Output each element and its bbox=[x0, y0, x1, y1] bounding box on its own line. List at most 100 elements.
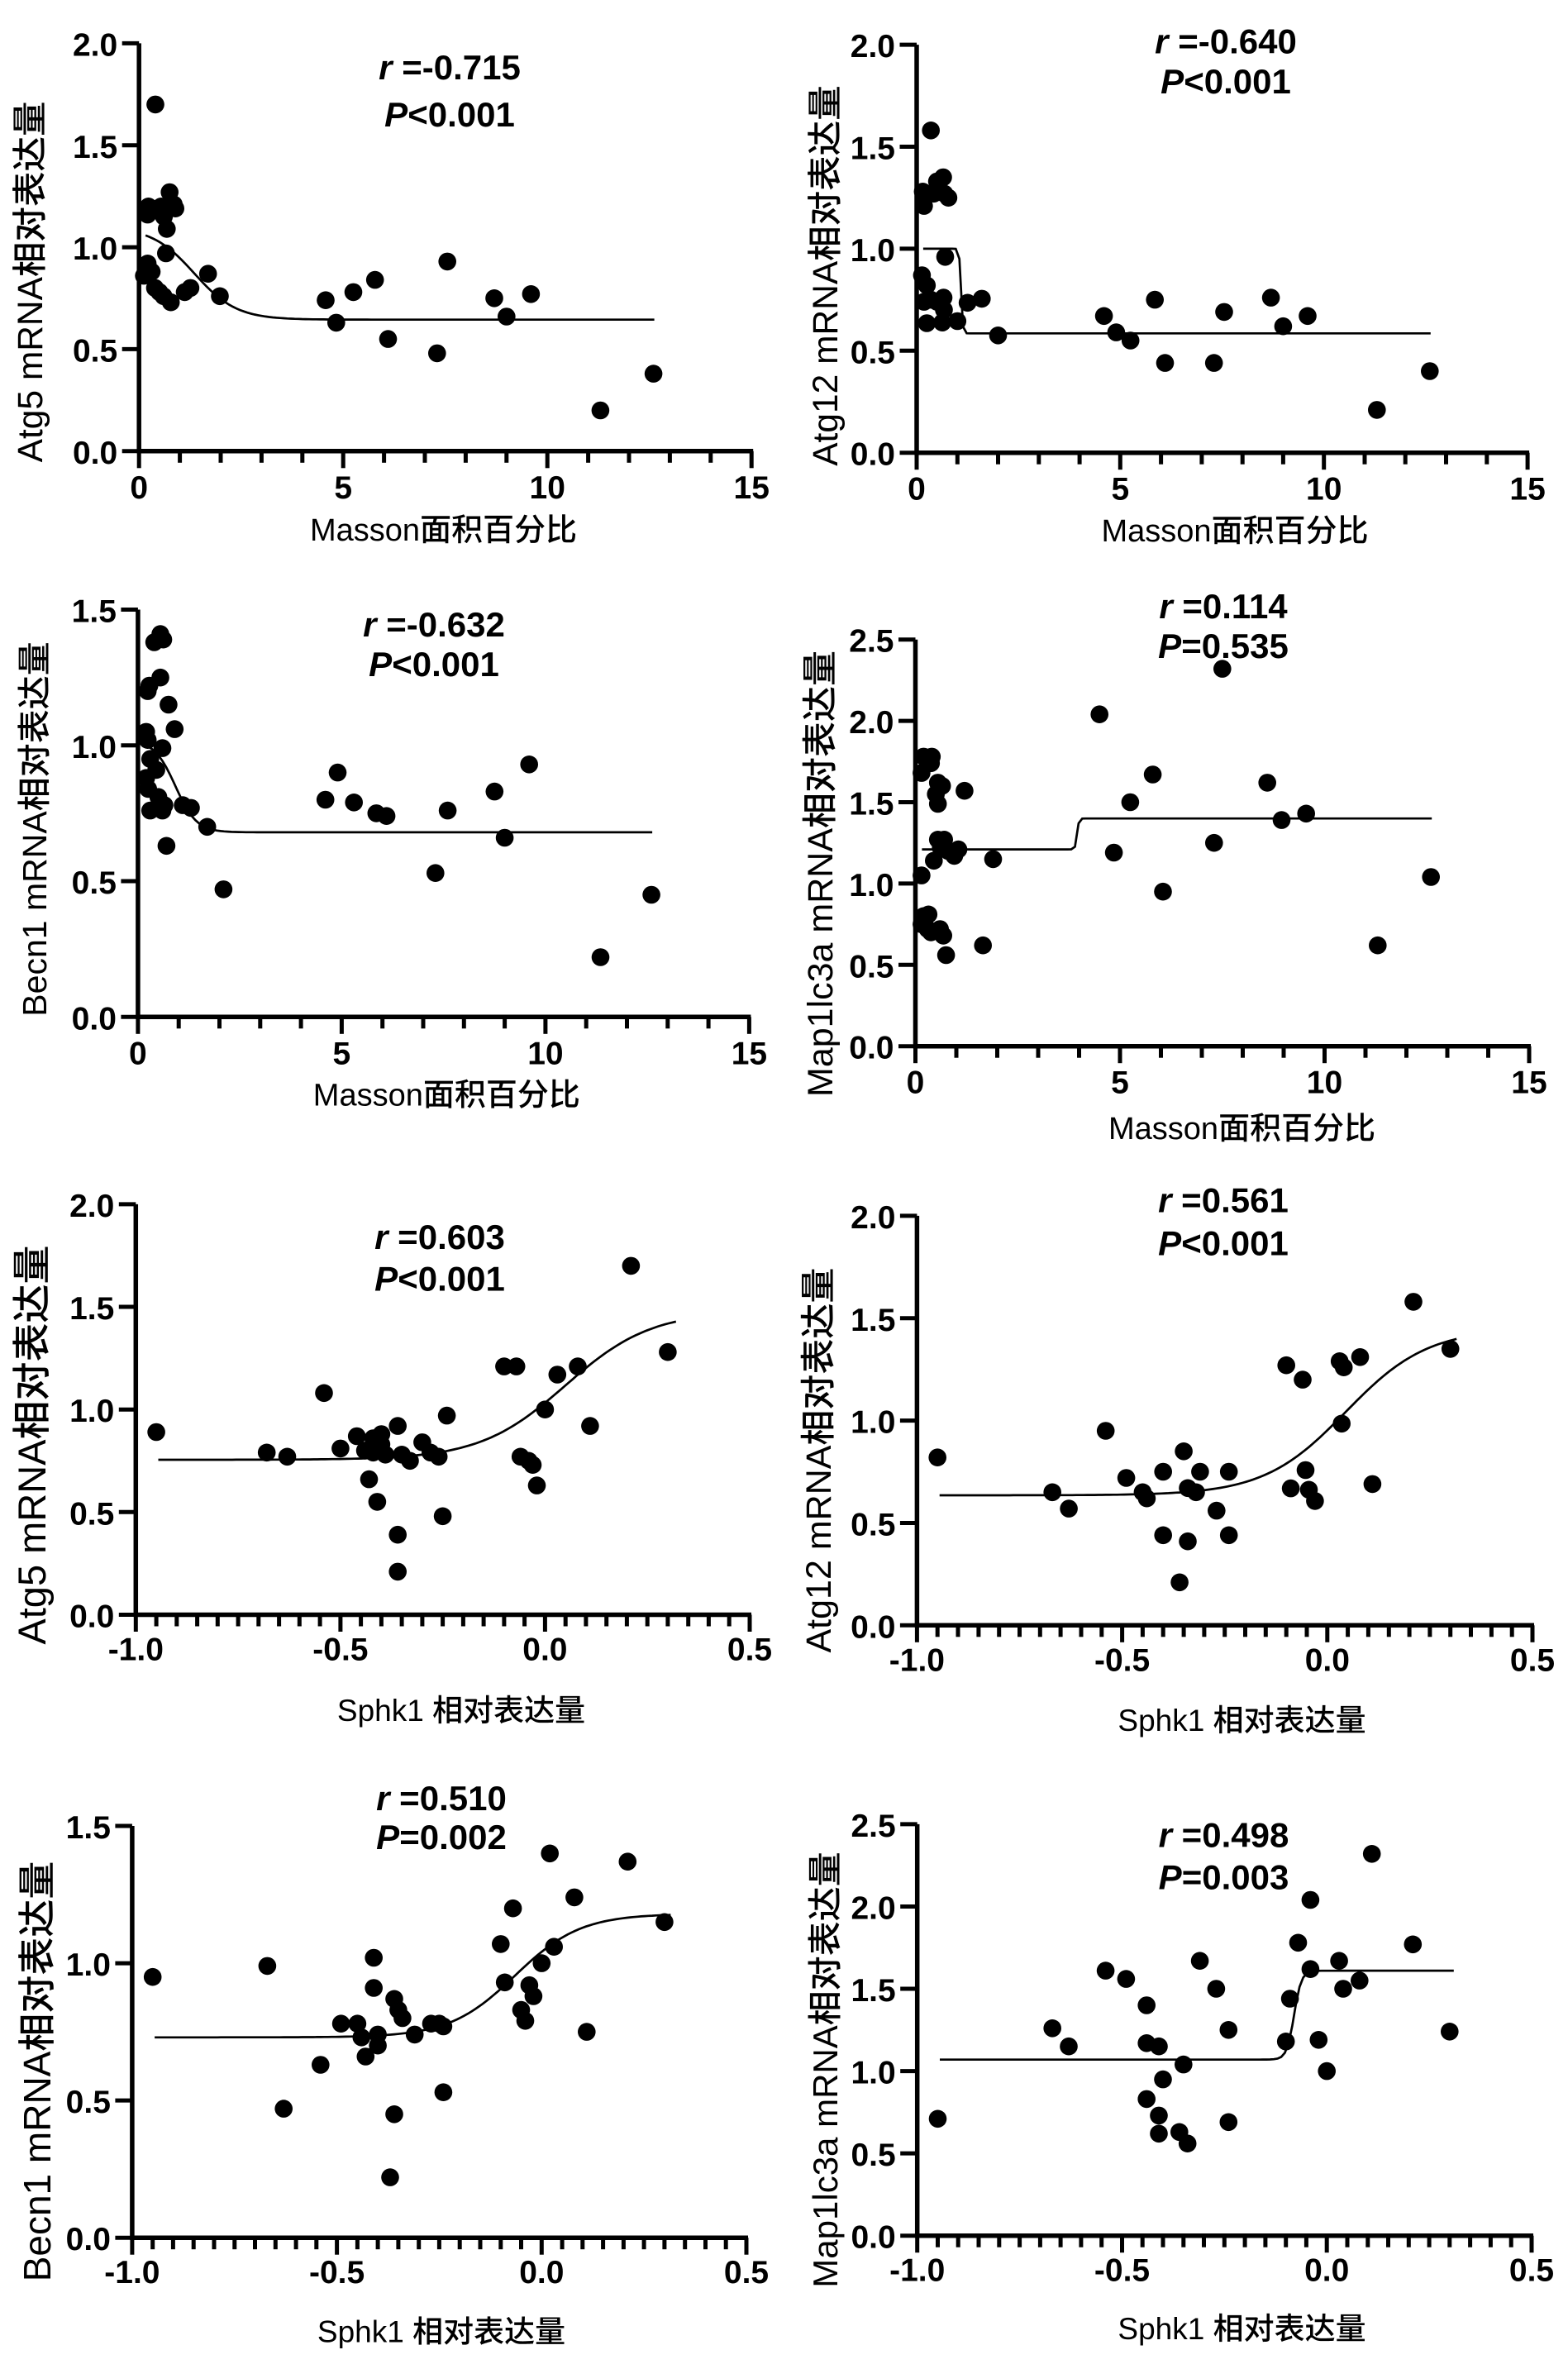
svg-text:2.5: 2.5 bbox=[849, 624, 894, 660]
svg-text:1.5: 1.5 bbox=[69, 1291, 114, 1327]
svg-text:-1.0: -1.0 bbox=[108, 1633, 164, 1668]
svg-text:Masson: Masson bbox=[310, 513, 420, 548]
svg-text:1.0: 1.0 bbox=[73, 231, 117, 267]
svg-text:0.0: 0.0 bbox=[66, 2222, 111, 2257]
svg-text:0.0: 0.0 bbox=[851, 437, 895, 473]
svg-text:1.0: 1.0 bbox=[66, 1947, 111, 1983]
svg-text:-1.0: -1.0 bbox=[104, 2255, 160, 2290]
svg-text:P<0.001: P<0.001 bbox=[374, 1260, 505, 1299]
svg-text:Masson: Masson bbox=[1102, 514, 1212, 549]
svg-text:Sphk1: Sphk1 bbox=[337, 1694, 424, 1728]
svg-text:0.0: 0.0 bbox=[522, 1633, 567, 1668]
svg-text:2.0: 2.0 bbox=[851, 29, 895, 64]
svg-text:Atg5 mRNA: Atg5 mRNA bbox=[10, 1439, 54, 1645]
svg-text:10: 10 bbox=[527, 1036, 563, 1071]
svg-text:1.0: 1.0 bbox=[851, 233, 895, 269]
svg-text:-0.5: -0.5 bbox=[309, 2255, 365, 2290]
svg-text:5: 5 bbox=[334, 470, 352, 506]
svg-text:P<0.001: P<0.001 bbox=[384, 95, 515, 134]
svg-text:0.0: 0.0 bbox=[73, 436, 117, 471]
svg-text:15: 15 bbox=[732, 1036, 767, 1071]
svg-text:Sphk1: Sphk1 bbox=[1118, 2312, 1204, 2346]
svg-text:-1.0: -1.0 bbox=[889, 2253, 945, 2289]
svg-text:10: 10 bbox=[1306, 472, 1342, 508]
svg-text:-0.5: -0.5 bbox=[1094, 2253, 1150, 2289]
svg-text:1.5: 1.5 bbox=[851, 1303, 895, 1338]
svg-text:0: 0 bbox=[130, 470, 148, 506]
svg-text:Map1lc3a mRNA: Map1lc3a mRNA bbox=[801, 828, 841, 1097]
svg-text:1.5: 1.5 bbox=[849, 787, 894, 822]
svg-text:-0.5: -0.5 bbox=[1094, 1642, 1150, 1678]
svg-text:5: 5 bbox=[1111, 472, 1129, 508]
svg-text:2.0: 2.0 bbox=[73, 27, 117, 63]
svg-text:Masson: Masson bbox=[1108, 1112, 1218, 1146]
svg-text:Atg5 mRNA: Atg5 mRNA bbox=[12, 276, 50, 462]
svg-text:P<0.001: P<0.001 bbox=[369, 645, 499, 684]
svg-text:1.5: 1.5 bbox=[851, 131, 895, 167]
svg-text:P=0.002: P=0.002 bbox=[376, 1818, 507, 1857]
svg-text:0.5: 0.5 bbox=[72, 865, 117, 901]
svg-text:2.5: 2.5 bbox=[851, 1809, 895, 1844]
svg-text:Atg12 mRNA: Atg12 mRNA bbox=[807, 260, 846, 466]
svg-text:Sphk1: Sphk1 bbox=[317, 2315, 404, 2349]
svg-text:0.0: 0.0 bbox=[849, 1031, 894, 1066]
svg-text:P=0.003: P=0.003 bbox=[1159, 1857, 1289, 1896]
svg-text:1.0: 1.0 bbox=[851, 2056, 895, 2091]
svg-text:1.5: 1.5 bbox=[72, 594, 117, 630]
svg-text:0.0: 0.0 bbox=[519, 2255, 564, 2290]
svg-text:P<0.001: P<0.001 bbox=[1158, 1224, 1289, 1263]
svg-text:r =-0.715: r =-0.715 bbox=[379, 48, 521, 87]
svg-text:0.5: 0.5 bbox=[851, 2138, 895, 2173]
svg-text:P<0.001: P<0.001 bbox=[1161, 62, 1291, 101]
svg-text:1.5: 1.5 bbox=[73, 130, 117, 165]
svg-text:1.0: 1.0 bbox=[849, 868, 894, 903]
svg-text:1.5: 1.5 bbox=[66, 1810, 111, 1846]
svg-text:0.5: 0.5 bbox=[66, 2085, 111, 2120]
svg-text:0.5: 0.5 bbox=[724, 2255, 769, 2290]
svg-text:0.5: 0.5 bbox=[849, 949, 894, 984]
svg-text:0.0: 0.0 bbox=[851, 2220, 895, 2256]
svg-text:r =0.498: r =0.498 bbox=[1159, 1816, 1289, 1855]
svg-text:r =-0.640: r =-0.640 bbox=[1155, 22, 1297, 61]
svg-text:0.5: 0.5 bbox=[851, 1508, 895, 1543]
svg-text:2.0: 2.0 bbox=[69, 1189, 114, 1224]
svg-text:-0.5: -0.5 bbox=[312, 1633, 368, 1668]
svg-text:P=0.535: P=0.535 bbox=[1158, 627, 1289, 665]
svg-text:Becn1 mRNA: Becn1 mRNA bbox=[16, 811, 54, 1017]
svg-text:0: 0 bbox=[908, 472, 926, 508]
svg-text:0.0: 0.0 bbox=[69, 1599, 114, 1635]
svg-text:2.0: 2.0 bbox=[849, 705, 894, 741]
svg-text:r =0.603: r =0.603 bbox=[374, 1218, 505, 1256]
svg-text:r =0.561: r =0.561 bbox=[1158, 1181, 1289, 1220]
svg-text:0.5: 0.5 bbox=[69, 1496, 114, 1532]
svg-text:1.0: 1.0 bbox=[69, 1394, 114, 1429]
svg-text:15: 15 bbox=[1511, 1065, 1547, 1101]
svg-text:Masson: Masson bbox=[313, 1078, 423, 1113]
svg-text:10: 10 bbox=[1307, 1065, 1342, 1101]
svg-text:0.5: 0.5 bbox=[73, 333, 117, 369]
svg-text:1.5: 1.5 bbox=[851, 1973, 895, 2009]
svg-text:r =0.510: r =0.510 bbox=[376, 1779, 507, 1818]
svg-text:1.0: 1.0 bbox=[72, 730, 117, 765]
svg-text:-1.0: -1.0 bbox=[889, 1642, 945, 1678]
svg-text:15: 15 bbox=[1509, 472, 1545, 508]
svg-text:1.0: 1.0 bbox=[851, 1405, 895, 1441]
svg-text:2.0: 2.0 bbox=[851, 1891, 895, 1927]
svg-text:0.5: 0.5 bbox=[1510, 1642, 1555, 1678]
svg-text:0.5: 0.5 bbox=[727, 1633, 772, 1668]
svg-text:0: 0 bbox=[129, 1036, 147, 1071]
svg-text:0.0: 0.0 bbox=[1305, 1642, 1350, 1678]
svg-text:r =-0.632: r =-0.632 bbox=[363, 605, 505, 644]
svg-text:2.0: 2.0 bbox=[851, 1200, 895, 1236]
svg-text:Becn1 mRNA: Becn1 mRNA bbox=[16, 2051, 59, 2281]
svg-text:5: 5 bbox=[1111, 1065, 1129, 1101]
svg-text:10: 10 bbox=[530, 470, 565, 506]
svg-text:0: 0 bbox=[907, 1065, 925, 1101]
svg-text:0.5: 0.5 bbox=[851, 335, 895, 370]
svg-text:Map1lc3a mRNA: Map1lc3a mRNA bbox=[806, 2025, 845, 2287]
svg-text:15: 15 bbox=[734, 470, 770, 506]
svg-text:Atg12 mRNA: Atg12 mRNA bbox=[799, 1445, 839, 1652]
svg-text:0.0: 0.0 bbox=[1304, 2253, 1349, 2289]
svg-text:0.5: 0.5 bbox=[1509, 2253, 1554, 2289]
svg-text:0.0: 0.0 bbox=[72, 1001, 117, 1037]
